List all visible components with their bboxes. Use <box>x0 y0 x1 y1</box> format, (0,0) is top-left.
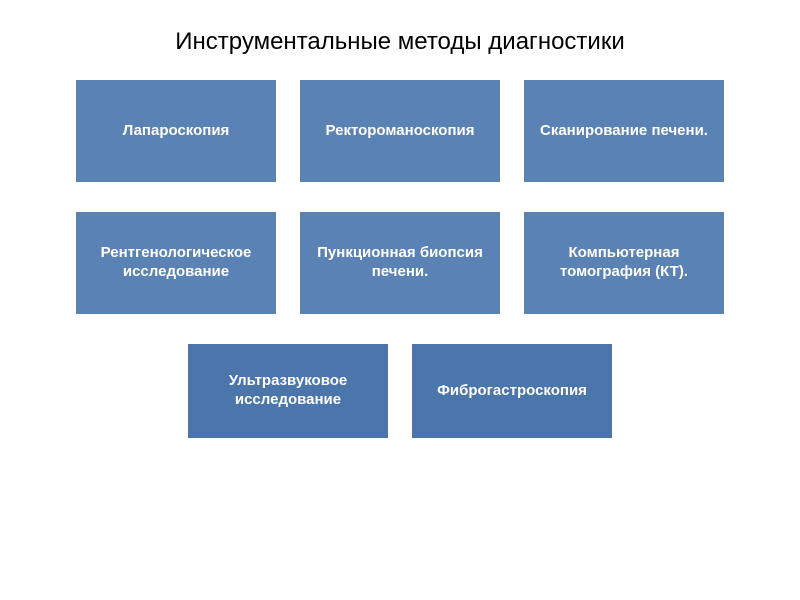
card: Ультразвуковое исследование <box>188 344 388 438</box>
card-label: Пункционная биопсия печени. <box>314 244 486 282</box>
card-label: Сканирование печени. <box>540 122 708 141</box>
grid: Лапароскопия Ректороманоскопия Сканирова… <box>0 80 800 438</box>
card-label: Рентгенологическое исследование <box>90 244 262 282</box>
card-label: Компьютерная томография (КТ). <box>538 244 710 282</box>
card: Фиброгастроскопия <box>412 344 612 438</box>
row-1: Лапароскопия Ректороманоскопия Сканирова… <box>76 80 724 182</box>
card-label: Лапароскопия <box>123 122 230 141</box>
card-label: Фиброгастроскопия <box>437 382 587 401</box>
row-3: Ультразвуковое исследование Фиброгастрос… <box>188 344 612 438</box>
card: Компьютерная томография (КТ). <box>524 212 724 314</box>
card: Сканирование печени. <box>524 80 724 182</box>
row-2: Рентгенологическое исследование Пункцион… <box>76 212 724 314</box>
card: Пункционная биопсия печени. <box>300 212 500 314</box>
card-label: Ректороманоскопия <box>325 122 474 141</box>
card: Рентгенологическое исследование <box>76 212 276 314</box>
card-label: Ультразвуковое исследование <box>202 372 374 410</box>
card: Лапароскопия <box>76 80 276 182</box>
card: Ректороманоскопия <box>300 80 500 182</box>
page-title: Инструментальные методы диагностики <box>0 28 800 56</box>
